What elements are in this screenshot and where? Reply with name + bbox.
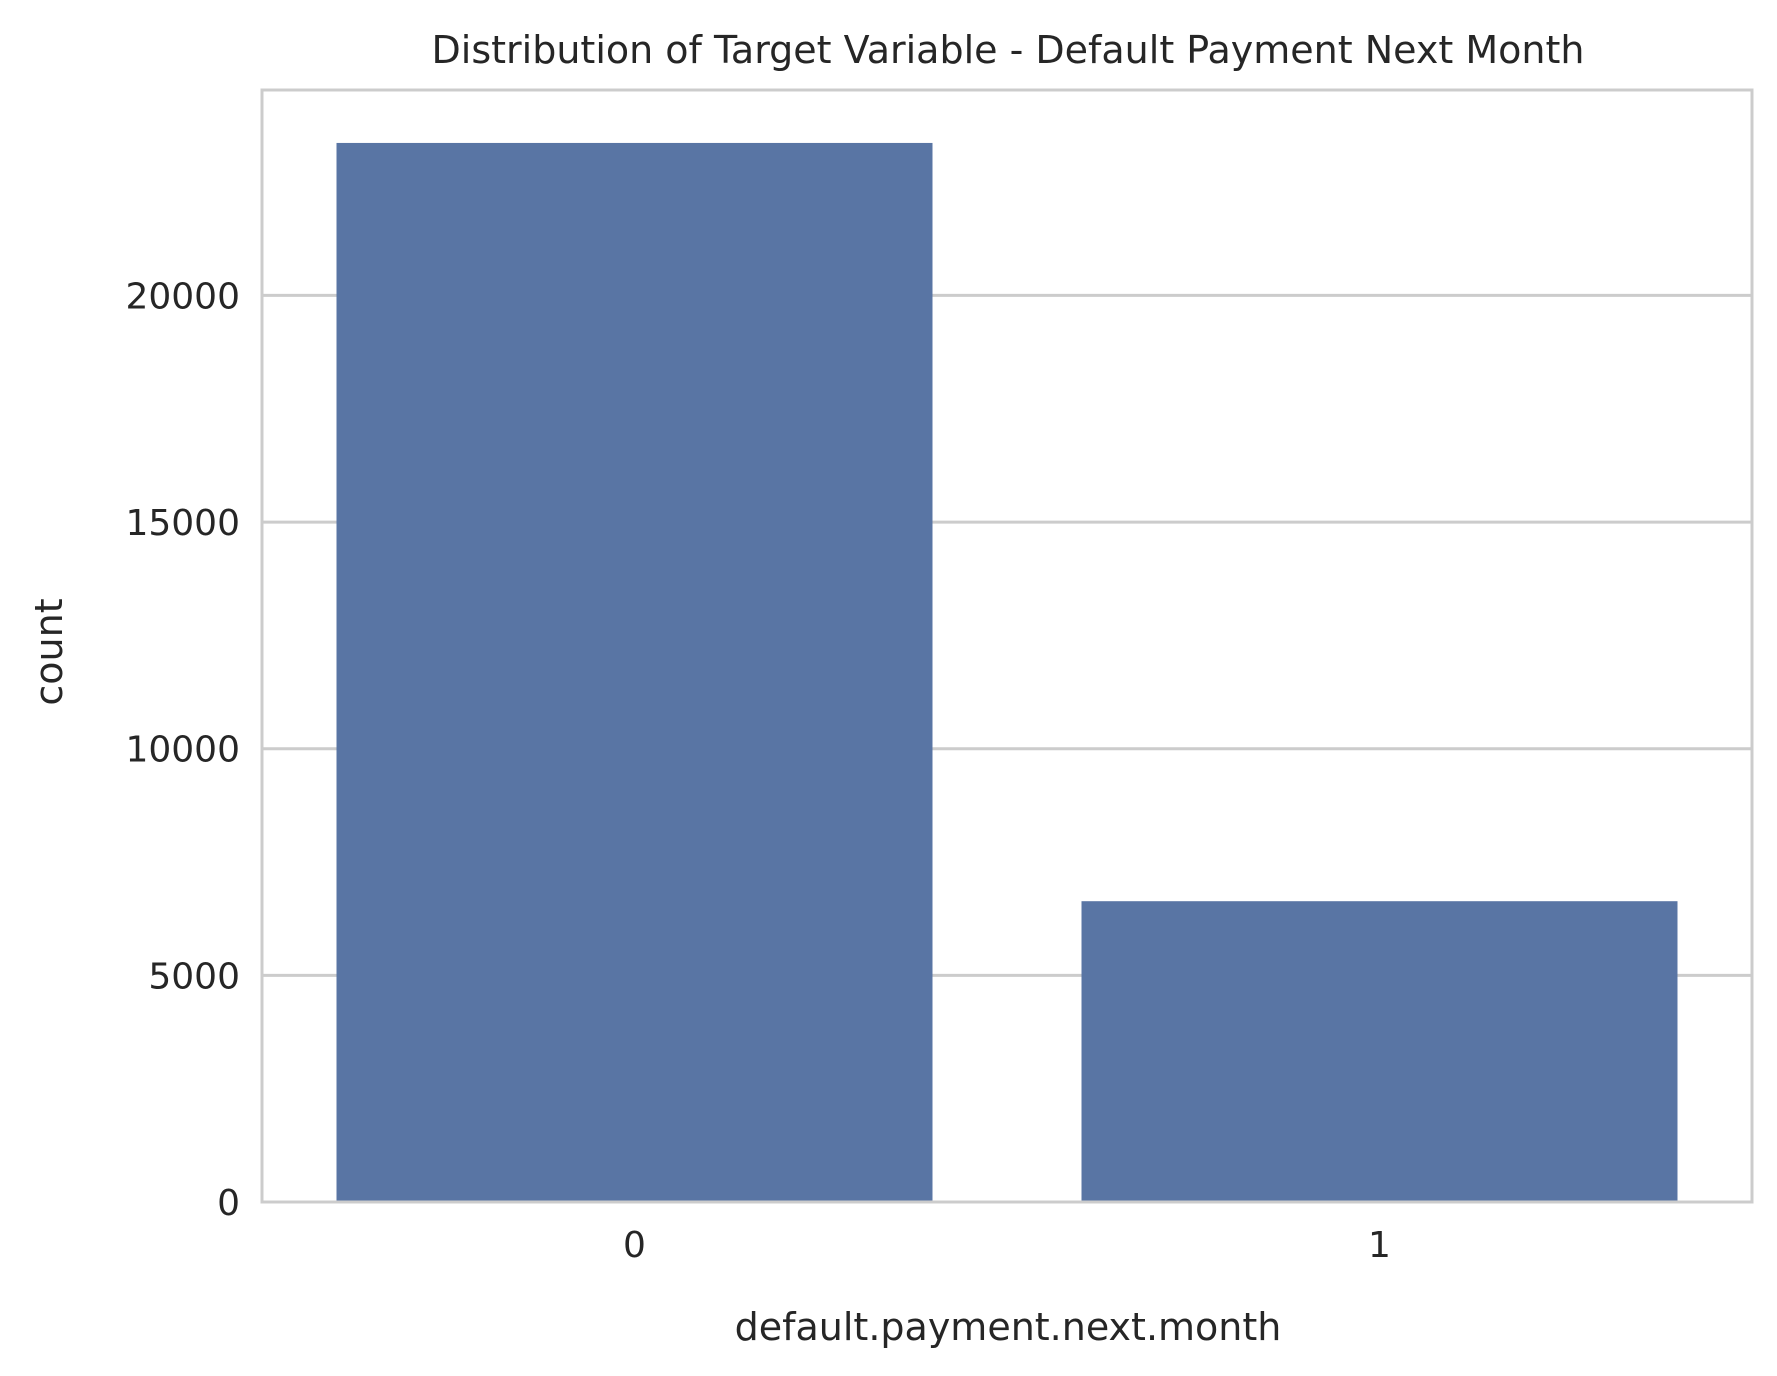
y-tick-labels: 0 5000 10000 15000 20000 (125, 276, 240, 1224)
y-tick-label: 20000 (125, 276, 240, 317)
y-tick-label: 10000 (125, 730, 240, 771)
y-tick-label: 0 (217, 1183, 240, 1224)
x-tick-label: 0 (623, 1225, 646, 1266)
chart-title: Distribution of Target Variable - Defaul… (432, 28, 1585, 72)
plot-frame (260, 88, 1754, 1204)
bars (336, 142, 1678, 1203)
y-tick-label: 15000 (125, 503, 240, 544)
x-axis-label: default.payment.next.month (735, 1305, 1282, 1349)
bar-0 (336, 142, 933, 1203)
x-tick-label: 1 (1368, 1225, 1391, 1266)
y-axis-label: count (27, 598, 71, 705)
y-tick-label: 5000 (148, 956, 240, 997)
bar-1 (1081, 901, 1678, 1202)
